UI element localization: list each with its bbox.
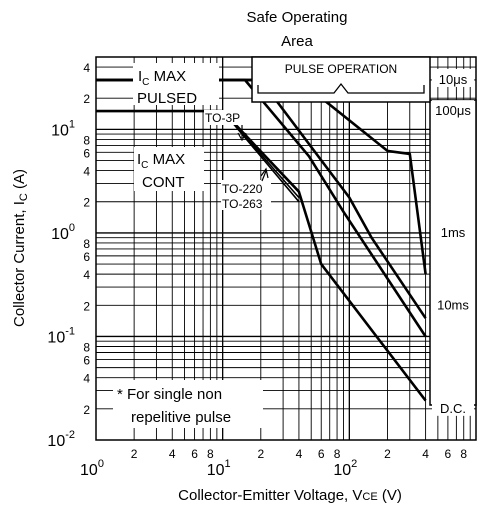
y-tick-exponent: 1	[69, 118, 75, 130]
x-tick-minor-label: 4	[422, 447, 429, 461]
pulse-operation-brace	[257, 82, 425, 94]
y-tick-exponent: -1	[65, 325, 75, 337]
ic-max-cont-box	[134, 147, 204, 191]
x-tick-minor-label: 2	[384, 447, 391, 461]
y-tick-label: 10-1	[47, 325, 75, 346]
x-tick-minor-label: 8	[207, 447, 214, 461]
y-tick-minor-label: 8	[83, 133, 90, 147]
chart-title-line1: Safe Operating	[247, 9, 348, 26]
ic-max-pulsed-box	[133, 63, 219, 105]
right-label-bg	[432, 221, 474, 240]
right-label: D.C.	[440, 401, 466, 416]
x-tick-exponent: 2	[351, 458, 357, 470]
right-labels: 10μs 100μs 1ms 10ms D.C.	[432, 68, 474, 416]
y-tick-minor-label: 2	[83, 196, 90, 210]
right-label-column	[429, 99, 477, 406]
plot-area	[95, 56, 477, 441]
y-tick-minor-label: 4	[83, 372, 90, 386]
x-tick-label: 102	[333, 458, 357, 479]
to220-arrow	[260, 167, 269, 182]
ic-max-cont-line2: CONT	[142, 174, 185, 191]
x-tick-minor-label: 6	[191, 447, 198, 461]
note-line2: repelitive pulse	[131, 409, 231, 426]
y-tick-label: 10-2	[47, 429, 75, 450]
note-line1: * For single non	[117, 386, 222, 403]
right-label: 100μs	[435, 103, 471, 118]
y-tick-minor-label: 4	[83, 165, 90, 179]
y-tick-minor-label: 2	[83, 92, 90, 106]
x-tick-exponent: 0	[98, 458, 104, 470]
to220-box	[221, 180, 271, 210]
x-tick-minor-label: 2	[257, 447, 264, 461]
to3p-label: TO-3P	[205, 111, 240, 125]
y-tick-minor-label: 6	[83, 146, 90, 160]
y-axis-label: Collector Current, IC (A)	[11, 169, 30, 327]
right-label: 10μs	[439, 72, 468, 87]
x-tick-minor-label: 4	[296, 447, 303, 461]
x-tick-label: 100	[80, 458, 104, 479]
x-tick-exponent: 1	[225, 458, 231, 470]
y-tick-minor-label: 4	[83, 268, 90, 282]
pulse-operation-label: PULSE OPERATION	[285, 62, 397, 76]
to3p-arrow	[237, 125, 247, 142]
x-tick-minor-label: 8	[460, 447, 467, 461]
pulse-operation-box	[251, 56, 431, 103]
y-tick-minor-label: 8	[83, 340, 90, 354]
chart-title-line2: Area	[281, 33, 313, 50]
x-tick-label: 101	[207, 458, 231, 479]
y-tick-minor-label: 2	[83, 403, 90, 417]
right-label-bg	[432, 294, 474, 313]
y-tick-label: 101	[51, 118, 75, 139]
right-label: 10ms	[437, 297, 469, 312]
note-box	[113, 380, 263, 428]
y-tick-minor-label: 6	[83, 250, 90, 264]
x-tick-minor-label: 6	[318, 447, 325, 461]
x-tick-minor-label: 4	[169, 447, 176, 461]
y-tick-minor-label: 2	[83, 299, 90, 313]
x-tick-minor-label: 2	[131, 447, 138, 461]
to3p-box	[204, 110, 248, 125]
y-tick-exponent: -2	[65, 429, 75, 441]
right-label: 1ms	[441, 225, 466, 240]
to263-label: TO-263	[222, 197, 263, 211]
x-axis-label: Collector-Emitter Voltage, VCE (V)	[178, 487, 402, 504]
y-tick-exponent: 0	[69, 222, 75, 234]
right-label-bg	[432, 68, 474, 87]
y-tick-label: 100	[51, 222, 75, 243]
x-tick-minor-label: 8	[334, 447, 341, 461]
y-tick-minor-label: 8	[83, 237, 90, 251]
to220-label: TO-220	[222, 182, 263, 196]
x-tick-minor-label: 6	[445, 447, 452, 461]
y-tick-minor-label: 6	[83, 353, 90, 367]
ic-max-pulsed-line2: PULSED	[137, 90, 197, 107]
y-tick-minor-label: 4	[83, 61, 90, 75]
ic-max-cont-line1: IC MAX	[137, 151, 185, 171]
right-label-bg	[432, 100, 474, 119]
ic-max-pulsed-line1: IC MAX	[138, 68, 186, 88]
right-label-bg	[432, 397, 474, 416]
